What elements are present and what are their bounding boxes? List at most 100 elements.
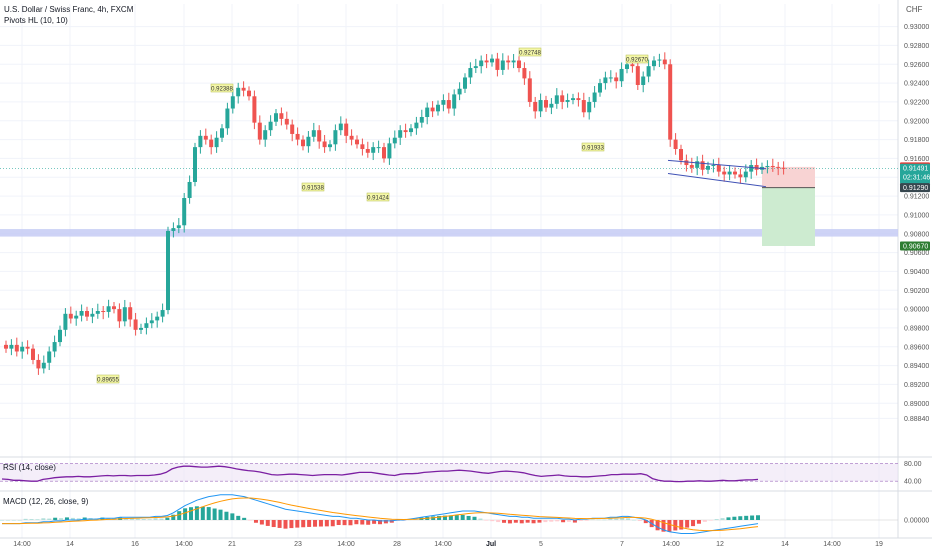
macd-histogram-bar xyxy=(750,515,755,520)
macd-histogram-bar xyxy=(41,518,46,520)
macd-histogram-bar xyxy=(383,520,388,524)
candle-up xyxy=(500,60,505,70)
pivot-label-high: 0.92670 xyxy=(626,58,648,64)
price-tick: 0.90600 xyxy=(904,250,929,257)
candle-down xyxy=(257,122,262,140)
candle-down xyxy=(722,171,727,175)
time-tick: 14:00 xyxy=(823,541,841,548)
candle-up xyxy=(587,101,592,113)
candle-up xyxy=(452,94,457,109)
macd-histogram-bar xyxy=(555,520,560,522)
pivot-label-box xyxy=(625,54,649,64)
macd-histogram-bar xyxy=(537,520,542,523)
macd-histogram-bar xyxy=(643,520,648,524)
candle-up xyxy=(646,66,651,77)
time-tick: 14:00 xyxy=(13,541,31,548)
pivot-label-box xyxy=(518,47,542,57)
price-tick: 0.90400 xyxy=(904,269,929,276)
macd-histogram-bar xyxy=(194,506,199,520)
candle-up xyxy=(160,310,165,317)
macd-histogram-bar xyxy=(673,520,678,531)
candle-down xyxy=(85,310,89,317)
macd-histogram-bar xyxy=(360,520,365,525)
indicator-label: Pivots HL (10, 10) xyxy=(4,16,68,25)
candle-down xyxy=(344,123,349,136)
macd-histogram-bar xyxy=(567,520,571,522)
macd-histogram-bar xyxy=(153,518,158,520)
macd-histogram-bar xyxy=(685,520,690,528)
time-tick: 14:00 xyxy=(434,541,452,548)
macd-histogram-bar xyxy=(295,520,300,528)
candle-up xyxy=(193,147,197,182)
pivot-label-box xyxy=(96,374,120,384)
candle-up xyxy=(20,346,25,352)
macd-histogram-bar xyxy=(543,520,548,523)
macd-histogram-bar xyxy=(626,518,631,520)
price-tick: 0.92000 xyxy=(904,118,929,125)
candle-down xyxy=(506,60,511,63)
drawings-layer xyxy=(667,159,767,188)
macd-histogram-bar xyxy=(183,508,188,520)
candle-down xyxy=(770,165,775,167)
candle-down xyxy=(517,60,521,69)
macd-histogram-bar xyxy=(708,520,713,521)
price-axis[interactable]: 0.93000 0.92800 0.92600 0.92400 0.92200 0.920… xyxy=(904,24,929,423)
candle-down xyxy=(317,130,322,142)
candle-down xyxy=(560,95,565,102)
pivot-label-high: 0.92388 xyxy=(211,87,233,93)
candle-down xyxy=(673,139,678,150)
macd-histogram-bar xyxy=(738,516,743,520)
candle-down xyxy=(700,161,705,170)
macd-histogram-bar xyxy=(307,520,312,527)
macd-histogram-bar xyxy=(5,520,10,521)
candle-down xyxy=(754,165,759,170)
candle-up xyxy=(419,117,424,123)
macd-histogram-bar xyxy=(620,517,625,520)
candle-down xyxy=(430,107,435,112)
candle-down xyxy=(68,313,73,319)
candle-up xyxy=(463,77,467,89)
candle-down xyxy=(365,149,370,153)
macd-histogram-bar xyxy=(47,518,52,520)
macd-histogram-bar xyxy=(348,520,353,526)
candle-down xyxy=(635,66,640,85)
macd-histogram-bar xyxy=(189,507,193,520)
price-tag xyxy=(900,163,930,184)
macd-histogram-bar xyxy=(224,511,229,520)
candle-up xyxy=(376,147,381,149)
price-tag-countdown: 02:31:46 xyxy=(903,175,930,182)
candle-up xyxy=(139,327,143,330)
candle-up xyxy=(743,171,748,178)
macd-histogram-bar xyxy=(59,518,64,520)
price-tick: 0.92200 xyxy=(904,99,929,106)
macd-histogram-bar xyxy=(454,515,459,520)
macd-histogram-bar xyxy=(507,520,512,524)
candle-down xyxy=(684,160,689,166)
macd-histogram-bar xyxy=(661,520,666,532)
macd-histogram-bar xyxy=(141,519,146,520)
candle-up xyxy=(436,104,440,112)
candle-down xyxy=(284,118,289,125)
candle-down xyxy=(14,344,19,352)
candle-down xyxy=(133,319,138,330)
candle-down xyxy=(128,307,133,320)
macd-histogram-bar xyxy=(236,515,241,520)
candle-up xyxy=(220,128,224,138)
zones-layer xyxy=(0,166,898,247)
candle-up xyxy=(311,130,316,137)
pivot-label-box xyxy=(581,142,605,152)
channel-lower-line xyxy=(667,173,767,188)
macd-histogram-bar xyxy=(631,519,636,521)
macd-histogram-bar xyxy=(64,517,69,520)
chart-title: U.S. Dollar / Swiss Franc, 4h, FXCM xyxy=(4,5,134,14)
rsi-level-tick: 80.00 xyxy=(904,461,922,468)
macd-histogram-bar xyxy=(283,520,288,529)
time-axis[interactable]: 14:00 14 16 14:00 21 23 14:00 28 14:00 Jul 5 7 14:00… xyxy=(13,541,883,548)
macd-histogram-bar xyxy=(572,520,577,523)
candle-up xyxy=(268,121,273,131)
macd-histogram-bar xyxy=(218,509,223,520)
candle-up xyxy=(274,113,278,122)
price-tick: 0.89000 xyxy=(904,401,929,408)
